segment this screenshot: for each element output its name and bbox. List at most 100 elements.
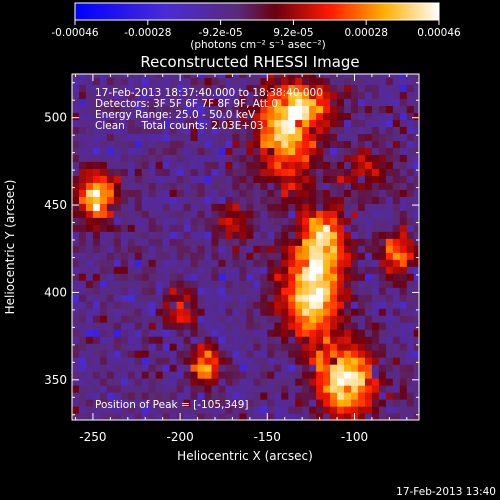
heatmap-cell: [155, 336, 164, 344]
heatmap-cell: [323, 119, 331, 128]
heatmap-cell: [120, 84, 129, 93]
heatmap-cell: [413, 74, 419, 79]
heatmap-cell: [197, 217, 206, 225]
heatmap-cell: [323, 287, 331, 295]
heatmap-cell: [288, 105, 296, 114]
heatmap-cell: [330, 245, 338, 253]
heatmap-cell: [197, 406, 206, 414]
heatmap-cell: [239, 112, 247, 121]
heatmap-cell: [357, 322, 366, 330]
heatmap-cell: [246, 133, 254, 141]
heatmap-cell: [364, 74, 373, 79]
heatmap-cell: [316, 203, 324, 211]
heatmap-cell: [344, 371, 352, 379]
heatmap-cell: [413, 287, 419, 295]
heatmap-cell: [337, 147, 345, 155]
heatmap-cell: [309, 350, 317, 358]
heatmap-cell: [78, 224, 87, 232]
heatmap-cell: [141, 399, 150, 407]
heatmap-cell: [399, 245, 408, 253]
heatmap-cell: [183, 161, 192, 169]
heatmap-cell: [148, 175, 157, 183]
heatmap-cell: [190, 287, 199, 295]
heatmap-cell: [162, 140, 171, 148]
heatmap-cell: [99, 371, 108, 379]
heatmap-cell: [120, 357, 129, 365]
heatmap-cell: [162, 231, 171, 239]
heatmap-cell: [204, 77, 213, 86]
heatmap-cell: [364, 252, 373, 260]
heatmap-cell: [99, 336, 108, 344]
heatmap-cell: [406, 98, 415, 107]
heatmap-cell: [197, 224, 206, 232]
heatmap-cell: [288, 357, 296, 365]
heatmap-cell: [350, 308, 359, 316]
heatmap-cell: [364, 84, 373, 93]
heatmap-cell: [364, 350, 373, 358]
heatmap-cell: [148, 301, 157, 309]
heatmap-cell: [246, 168, 254, 176]
heatmap-cell: [385, 105, 394, 114]
heatmap-cell: [211, 315, 220, 323]
heatmap-cell: [392, 231, 401, 239]
heatmap-cell: [134, 231, 143, 239]
heatmap-cell: [309, 301, 317, 309]
heatmap-cell: [148, 224, 157, 232]
heatmap-cell: [106, 287, 115, 295]
heatmap-cell: [330, 273, 338, 281]
heatmap-cell: [378, 322, 387, 330]
heatmap-cell: [92, 217, 101, 225]
heatmap-cell: [330, 126, 338, 135]
heatmap-cell: [218, 91, 227, 100]
heatmap-cell: [295, 315, 303, 323]
heatmap-cell: [350, 168, 359, 176]
heatmap-cell: [141, 168, 150, 176]
heatmap-cell: [406, 133, 415, 141]
heatmap-cell: [267, 203, 275, 211]
heatmap-cell: [190, 259, 199, 267]
heatmap-cell: [232, 357, 240, 365]
heatmap-cell: [225, 329, 234, 337]
heatmap-cell: [357, 252, 366, 260]
heatmap-cell: [162, 301, 171, 309]
heatmap-cell: [406, 154, 415, 162]
heatmap-cell: [162, 105, 171, 114]
heatmap-cell: [85, 98, 94, 107]
heatmap-cell: [225, 105, 234, 114]
heatmap-cell: [371, 210, 380, 218]
heatmap-cell: [99, 364, 108, 372]
heatmap-cell: [204, 266, 213, 274]
heatmap-cell: [309, 259, 317, 267]
heatmap-cell: [288, 406, 296, 414]
heatmap-cell: [148, 371, 157, 379]
heatmap-cell: [316, 336, 324, 344]
heatmap-cell: [148, 196, 157, 204]
heatmap-cell: [253, 224, 261, 232]
heatmap-cell: [323, 308, 331, 316]
heatmap-cell: [113, 259, 122, 267]
heatmap-cell: [197, 112, 206, 121]
heatmap-cell: [267, 364, 275, 372]
heatmap-cell: [371, 350, 380, 358]
heatmap-cell: [204, 98, 213, 107]
heatmap-cell: [162, 399, 171, 407]
heatmap-cell: [239, 147, 247, 155]
heatmap-cell: [309, 119, 317, 128]
heatmap-cell: [364, 126, 373, 135]
heatmap-cell: [295, 357, 303, 365]
heatmap-cell: [106, 357, 115, 365]
heatmap-cell: [253, 385, 261, 393]
heatmap-cell: [190, 210, 199, 218]
heatmap-cell: [225, 84, 234, 93]
heatmap-cell: [197, 343, 206, 351]
heatmap-cell: [385, 364, 394, 372]
heatmap-cell: [190, 378, 199, 386]
heatmap-cell: [113, 175, 122, 183]
heatmap-cell: [302, 91, 310, 100]
heatmap-cell: [113, 133, 122, 141]
heatmap-cell: [413, 364, 419, 372]
heatmap-cell: [281, 413, 289, 420]
heatmap-cell: [232, 273, 240, 281]
heatmap-cell: [148, 329, 157, 337]
heatmap-cell: [78, 364, 87, 372]
